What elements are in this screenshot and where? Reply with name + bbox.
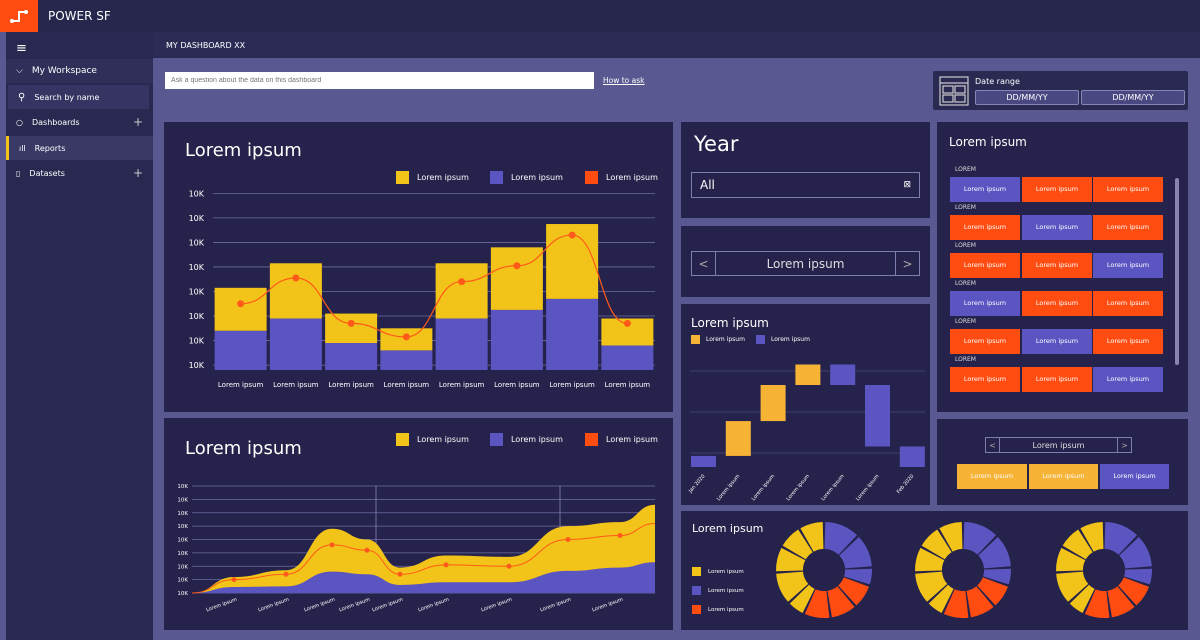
add-dashboard-button[interactable]: +	[132, 115, 143, 129]
area-chart-panel: Lorem ipsum Lorem ipsum Lorem ipsum Lore…	[164, 418, 673, 630]
option-button[interactable]: Lorem ipsum	[1100, 464, 1169, 489]
panel-title: Lorem ipsum	[692, 522, 764, 535]
waterfall-chart-panel: Lorem ipsum Lorem ipsum Lorem ipsum	[681, 304, 930, 505]
top-bar	[0, 0, 1200, 32]
sidebar-item-label: Reports	[34, 143, 66, 153]
search-input[interactable]: ⚲ Search by name	[8, 85, 149, 109]
year-value: All	[700, 178, 715, 192]
year-filter-panel: Year All ⊠	[681, 122, 930, 218]
navigator-label: Lorem ipsum	[1032, 440, 1085, 450]
search-icon: ⚲	[18, 91, 26, 103]
panel-title: Lorem ipsum	[185, 438, 302, 459]
legend-item: Lorem ipsum	[490, 433, 563, 446]
date-range-label: Date range	[975, 77, 1020, 86]
circle-icon: ○	[16, 117, 23, 127]
matrix-cell[interactable]: Lorem ipsum	[950, 367, 1020, 392]
prev-button[interactable]: <	[692, 252, 716, 275]
legend-item: Lorem ipsum	[396, 171, 469, 184]
navigator: < Lorem ipsum >	[985, 437, 1132, 453]
sidebar-item-label: Dashboards	[31, 117, 80, 127]
year-title: Year	[694, 132, 739, 156]
chevron-down-icon: ⌵	[16, 66, 23, 76]
logo-icon	[10, 10, 28, 23]
scrollbar[interactable]	[1175, 178, 1179, 365]
row-label: LOREM	[955, 280, 976, 287]
document-icon: ▯	[16, 168, 21, 178]
legend-item: Lorem ipsum	[692, 567, 744, 576]
prev-button[interactable]: <	[986, 438, 1000, 452]
legend-item: Lorem ipsum	[692, 605, 744, 614]
sidebar-item-label: Datasets	[29, 168, 65, 178]
panel-title: Lorem ipsum	[691, 316, 769, 330]
start-date-input[interactable]: DD/MM/YY	[975, 90, 1079, 105]
matrix-cell[interactable]: Lorem ipsum	[1093, 177, 1163, 202]
add-dataset-button[interactable]: +	[132, 166, 143, 180]
how-to-ask-link[interactable]: How to ask	[603, 76, 645, 85]
matrix-cell[interactable]: Lorem ipsum	[1022, 291, 1092, 316]
legend-item: Lorem ipsum	[691, 335, 745, 344]
bar-chart-icon: ıll	[19, 143, 26, 153]
matrix-panel: Lorem ipsum LOREM Lorem ipsum Lorem ipsum L…	[937, 122, 1188, 412]
legend-item: Lorem ipsum	[692, 586, 744, 595]
option-button[interactable]: Lorem ipsum	[1029, 464, 1098, 489]
option-button[interactable]: Lorem ipsum	[957, 464, 1027, 489]
donut-chart-panel: Lorem ipsum Lorem ipsum Lorem ipsum Lore…	[681, 511, 1188, 630]
row-label: LOREM	[955, 204, 976, 211]
matrix-cell[interactable]: Lorem ipsum	[950, 177, 1020, 202]
sidebar-item-reports[interactable]: ıll Reports	[6, 136, 153, 160]
matrix-cell[interactable]: Lorem ipsum	[950, 215, 1020, 240]
matrix-cell[interactable]: Lorem ipsum	[1022, 329, 1092, 354]
date-range: Date range DD/MM/YY DD/MM/YY	[933, 71, 1188, 110]
qa-input[interactable]	[165, 72, 594, 89]
year-select[interactable]: All ⊠	[691, 172, 920, 198]
matrix-cell[interactable]: Lorem ipsum	[1022, 367, 1092, 392]
legend-item: Lorem ipsum	[585, 171, 658, 184]
matrix-cell[interactable]: Lorem ipsum	[950, 329, 1020, 354]
matrix-cell[interactable]: Lorem ipsum	[950, 291, 1020, 316]
matrix-cell[interactable]: Lorem ipsum	[1093, 291, 1163, 316]
search-placeholder: Search by name	[34, 92, 100, 102]
row-label: LOREM	[955, 318, 976, 325]
row-label: LOREM	[955, 242, 976, 249]
navigator-label: Lorem ipsum	[766, 256, 845, 271]
matrix-cell[interactable]: Lorem ipsum	[1022, 253, 1092, 278]
next-button[interactable]: >	[1117, 438, 1131, 452]
matrix-cell[interactable]: Lorem ipsum	[1093, 215, 1163, 240]
row-label: LOREM	[955, 166, 976, 173]
sidebar-item-datasets[interactable]: ▯ Datasets +	[6, 161, 153, 185]
sidebar-item-dashboards[interactable]: ○ Dashboards +	[6, 110, 153, 134]
legend-item: Lorem ipsum	[490, 171, 563, 184]
legend-item: Lorem ipsum	[585, 433, 658, 446]
sidebar: ≡ ⌵ My Workspace ⚲ Search by name ○ Dashboa…	[6, 32, 153, 640]
workspace-toggle[interactable]: ⌵ My Workspace	[6, 59, 153, 83]
row-label: LOREM	[955, 356, 976, 363]
selector-panel: < Lorem ipsum > Lorem ipsum Lorem ipsum Lo…	[937, 419, 1188, 505]
next-button[interactable]: >	[895, 252, 919, 275]
legend-item: Lorem ipsum	[756, 335, 810, 344]
app-logo[interactable]	[0, 0, 38, 32]
workspace-label: My Workspace	[31, 66, 97, 76]
menu-button[interactable]: ≡	[6, 36, 153, 60]
matrix-cell[interactable]: Lorem ipsum	[950, 253, 1020, 278]
panel-title: Lorem ipsum	[949, 135, 1027, 149]
matrix-cell[interactable]: Lorem ipsum	[1093, 329, 1163, 354]
clear-icon[interactable]: ⊠	[903, 180, 911, 190]
matrix-cell[interactable]: Lorem ipsum	[1022, 177, 1092, 202]
panel-title: Lorem ipsum	[185, 140, 302, 161]
matrix-cell[interactable]: Lorem ipsum	[1093, 253, 1163, 278]
hamburger-icon: ≡	[16, 40, 27, 56]
app-title: POWER SF	[48, 9, 111, 23]
navigator: < Lorem ipsum >	[691, 251, 920, 276]
end-date-input[interactable]: DD/MM/YY	[1081, 90, 1185, 105]
matrix-cell[interactable]: Lorem ipsum	[1093, 367, 1163, 392]
calendar-layout-icon	[939, 76, 969, 106]
bar-chart-panel: Lorem ipsum Lorem ipsum Lorem ipsum Lore…	[164, 122, 673, 412]
navigator-panel: < Lorem ipsum >	[681, 226, 930, 297]
matrix-cell[interactable]: Lorem ipsum	[1022, 215, 1092, 240]
page-title: MY DASHBOARD XX	[153, 32, 1200, 58]
legend-item: Lorem ipsum	[396, 433, 469, 446]
